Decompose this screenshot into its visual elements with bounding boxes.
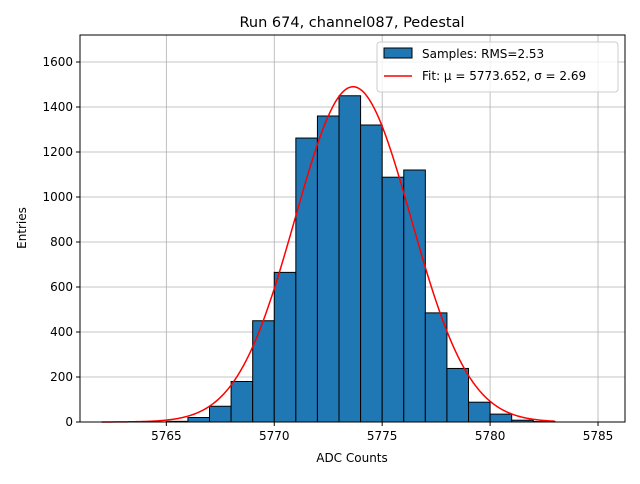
y-tick-label: 1400 [42,100,73,114]
histogram-bar [404,170,426,422]
histogram-bar [188,418,210,423]
x-tick-label: 5770 [259,429,290,443]
histogram-bar [425,313,447,422]
histogram-bar [447,368,469,422]
y-tick-label: 200 [50,370,73,384]
y-tick-label: 0 [65,415,73,429]
y-tick-label: 800 [50,235,73,249]
y-tick-label: 1600 [42,55,73,69]
histogram-bar [253,321,275,422]
histogram-bar [231,382,253,423]
histogram-bar [210,406,232,422]
histogram-bar [469,402,491,422]
histogram-bar [361,125,383,422]
histogram-bar [317,116,339,422]
x-tick-label: 5765 [151,429,182,443]
chart-title: Run 674, channel087, Pedestal [239,15,464,31]
legend-samples-patch [384,48,412,58]
y-tick-label: 1000 [42,190,73,204]
x-tick-label: 5775 [367,429,398,443]
x-tick-label: 5785 [583,429,614,443]
y-tick-label: 400 [50,325,73,339]
y-axis-label: Entries [15,207,29,249]
legend-samples-label: Samples: RMS=2.53 [422,47,544,61]
histogram-bar [382,177,404,422]
x-tick-label: 5780 [475,429,506,443]
y-tick-label: 600 [50,280,73,294]
y-tick-label: 1200 [42,145,73,159]
x-axis-label: ADC Counts [316,451,388,465]
bars [166,96,555,422]
histogram-bar [490,414,512,422]
histogram-bar [339,96,361,422]
legend-fit-label: Fit: μ = 5773.652, σ = 2.69 [422,69,586,83]
histogram-bar [274,272,296,422]
legend: Samples: RMS=2.53 Fit: μ = 5773.652, σ =… [377,42,618,92]
